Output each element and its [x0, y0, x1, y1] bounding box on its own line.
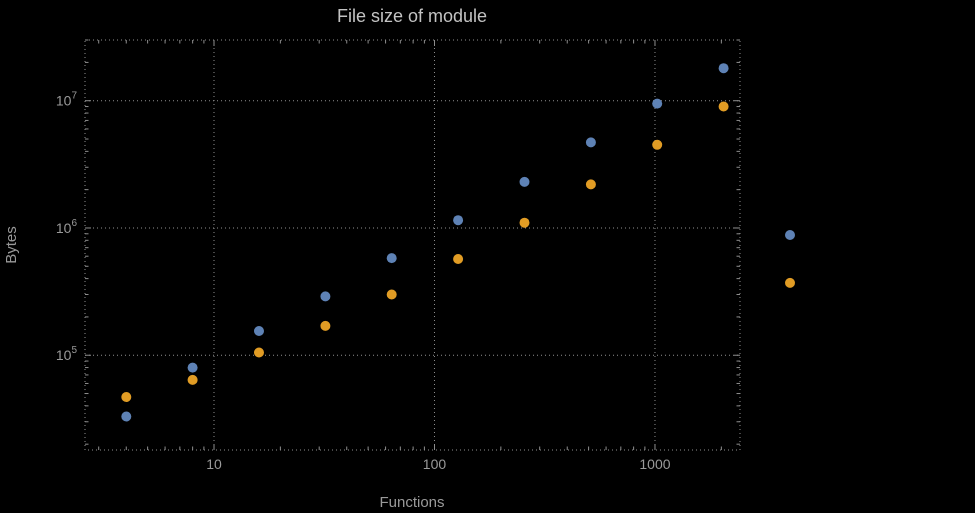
data-point-series-orange	[585, 179, 596, 190]
data-point-series-blue	[121, 411, 132, 422]
axis-ticks	[85, 39, 740, 450]
data-point-series-blue	[254, 326, 264, 336]
data-point-series-blue	[585, 137, 596, 148]
x-tick-label: 10	[206, 456, 222, 472]
y-tick-label: 106	[56, 218, 78, 236]
data-point-series-blue	[453, 215, 464, 226]
chart-title: File size of module	[337, 6, 487, 26]
tick-labels: 10 100 1000 105 106 107	[56, 91, 671, 472]
x-tick-label: 1000	[639, 456, 670, 472]
data-point-series-orange	[121, 392, 132, 402]
data-point-series-orange	[320, 320, 331, 331]
x-axis-label: Functions	[379, 494, 444, 511]
y-tick-label: 107	[56, 91, 78, 109]
frame-rect	[84, 39, 741, 451]
data-point-series-blue	[320, 291, 331, 302]
y-axis-label: Bytes	[3, 226, 20, 264]
data-point-series-orange	[519, 217, 530, 228]
data-point-series-orange	[652, 139, 663, 150]
data-point-series-orange	[718, 101, 729, 112]
y-tick-label: 105	[56, 345, 78, 363]
data-point-series-blue	[718, 63, 729, 74]
data-point-series-orange	[785, 277, 795, 288]
data-point-series-blue	[187, 362, 198, 373]
data-point-series-blue	[652, 98, 663, 109]
data-point-series-blue	[386, 253, 397, 264]
data-point-series-orange	[187, 374, 198, 385]
x-tick-label: 100	[423, 456, 447, 472]
data-point-series-orange	[453, 254, 464, 264]
data-point-series-blue	[785, 230, 795, 240]
gridlines	[85, 40, 740, 450]
data-points	[121, 63, 795, 422]
data-point-series-orange	[386, 289, 397, 300]
data-point-series-orange	[254, 347, 264, 358]
plot-frame	[84, 39, 741, 451]
data-point-series-blue	[519, 176, 530, 187]
